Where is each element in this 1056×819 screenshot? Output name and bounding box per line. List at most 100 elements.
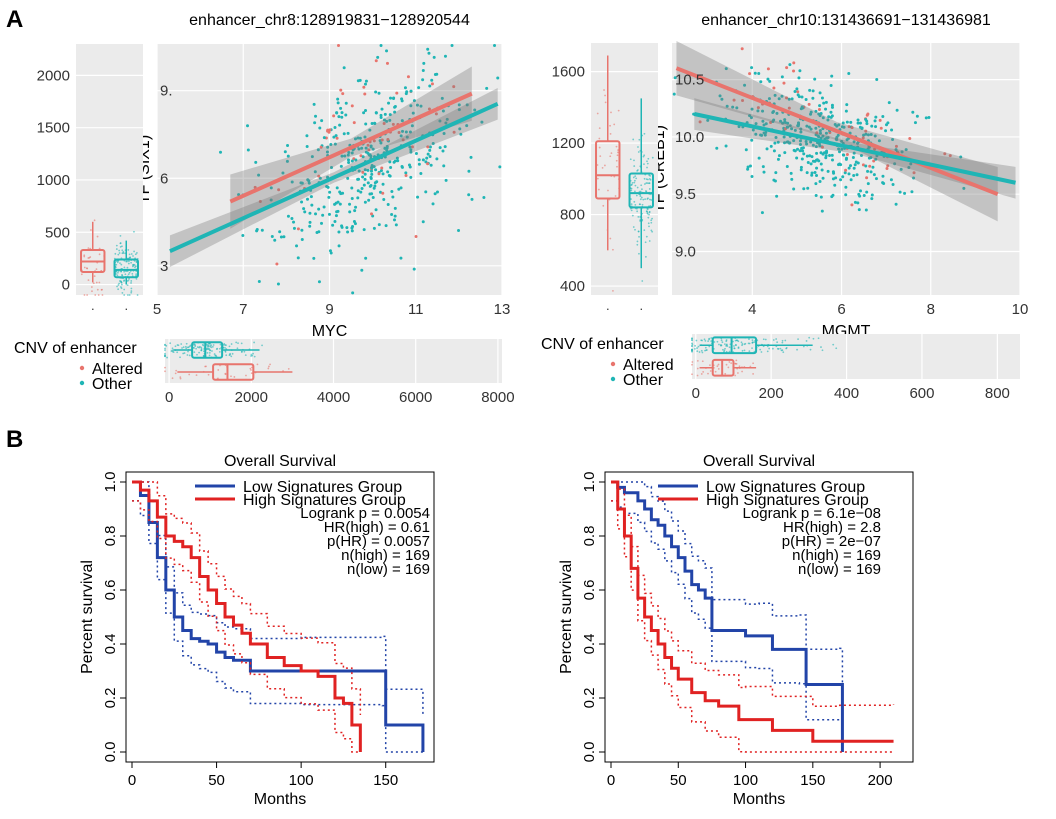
data-point	[296, 227, 300, 231]
data-point	[364, 122, 368, 126]
data-point	[409, 150, 413, 154]
marginal-jitter-point	[752, 373, 755, 375]
data-point	[792, 139, 796, 143]
data-point	[818, 129, 822, 133]
marginal-jitter-point	[165, 344, 168, 347]
data-point	[322, 136, 326, 140]
data-point	[369, 169, 373, 173]
data-point	[852, 166, 856, 170]
data-point	[900, 150, 904, 154]
marginal-jitter-point	[86, 267, 89, 270]
marginal-jitter-point	[797, 338, 799, 340]
data-point	[805, 171, 809, 175]
data-point	[445, 117, 449, 121]
data-point	[903, 191, 907, 195]
marginal-jitter-point	[648, 211, 651, 214]
marginal-jitter-point	[269, 363, 271, 366]
data-point	[374, 208, 378, 212]
marginal-jitter-point	[213, 353, 216, 355]
data-point	[370, 172, 374, 176]
data-point	[842, 125, 846, 129]
data-point	[847, 166, 851, 170]
data-point	[767, 97, 771, 101]
data-point	[797, 121, 801, 125]
marginal-jitter-point	[630, 184, 633, 187]
marginal-jitter-point	[636, 210, 639, 213]
data-point	[276, 282, 280, 286]
marginal-jitter-point	[609, 132, 612, 135]
data-point	[865, 122, 869, 126]
marginal-jitter-point	[256, 363, 259, 366]
marginal-jitter-point	[734, 339, 737, 342]
box-other	[628, 172, 654, 209]
data-point	[775, 194, 779, 198]
marginal-jitter-point	[609, 237, 612, 240]
data-point	[457, 229, 461, 233]
data-point	[845, 152, 849, 156]
data-point	[912, 171, 916, 175]
marginal-jitter-point	[241, 350, 243, 353]
marginal-jitter-point	[691, 337, 693, 340]
marginal-jitter-point	[835, 347, 838, 350]
legend-label-altered: Altered	[92, 361, 143, 378]
marginal-jitter-point	[598, 127, 601, 130]
marginal-jitter-point	[781, 339, 784, 342]
data-point	[408, 165, 412, 169]
data-point	[366, 168, 370, 172]
data-point	[397, 187, 401, 191]
marginal-jitter-point	[700, 373, 703, 375]
marginal-jitter-point	[171, 377, 174, 380]
marginal-y-tick-label: 1500	[37, 120, 70, 137]
data-point	[300, 237, 304, 241]
data-point	[783, 121, 787, 125]
marginal-jitter-point	[170, 350, 173, 352]
marginal-jitter-point	[230, 355, 233, 358]
marginal-jitter-point	[636, 186, 639, 189]
data-point	[360, 186, 364, 190]
data-point	[864, 208, 868, 212]
data-point	[788, 124, 792, 128]
data-point	[408, 145, 412, 149]
data-point	[300, 228, 304, 232]
marginal-jitter-point	[643, 163, 645, 166]
data-point	[417, 86, 421, 90]
data-point	[785, 66, 789, 70]
y-tick-label: 6	[160, 170, 168, 187]
data-point	[379, 141, 383, 145]
marginal-jitter-point	[743, 343, 746, 346]
data-point	[415, 103, 419, 107]
data-point	[342, 66, 346, 70]
data-point	[877, 139, 881, 143]
data-point	[793, 128, 797, 132]
marginal-jitter-point	[709, 364, 711, 367]
marginal-jitter-point	[651, 230, 654, 233]
data-point	[799, 127, 803, 131]
data-point	[319, 145, 323, 149]
data-point	[848, 131, 852, 135]
data-point	[815, 166, 819, 170]
data-point	[400, 119, 404, 123]
data-point	[792, 69, 796, 73]
data-point	[457, 103, 461, 107]
survival-curve-low	[132, 480, 425, 752]
data-point	[759, 80, 763, 84]
marginal-jitter-point	[120, 283, 123, 286]
marginal-jitter-point	[116, 271, 119, 274]
data-point	[924, 116, 928, 120]
marginal-jitter-point	[135, 273, 138, 276]
data-point	[859, 189, 863, 193]
data-point	[340, 154, 344, 158]
marginal-jitter-point	[118, 252, 121, 254]
data-point	[372, 186, 376, 190]
marginal-jitter-point	[250, 369, 252, 371]
data-point	[893, 162, 897, 166]
data-point	[314, 114, 318, 118]
data-point	[796, 124, 800, 128]
data-point	[283, 150, 287, 154]
marginal-jitter-point	[629, 158, 632, 161]
data-point	[383, 112, 387, 116]
data-point	[414, 234, 418, 238]
marginal-jitter-point	[651, 156, 654, 159]
marginal-jitter-point	[164, 347, 166, 350]
marginal-jitter-point	[701, 339, 703, 342]
